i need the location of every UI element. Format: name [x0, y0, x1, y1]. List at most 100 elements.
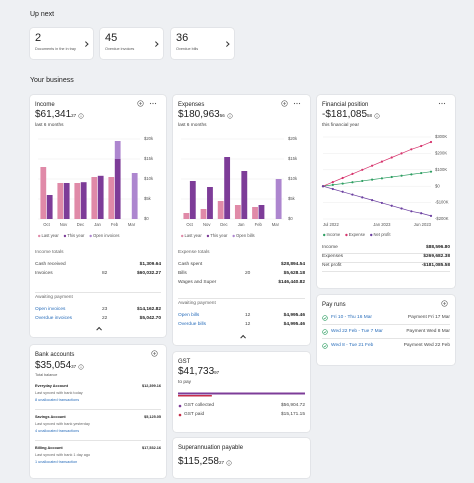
amount-main: $61,341: [35, 109, 72, 120]
pay-run-period[interactable]: Fri 10 - Thu 16 Mar: [331, 315, 372, 320]
point: [341, 182, 344, 185]
row-label[interactable]: Open invoices: [35, 307, 66, 312]
legend-label: Open invoices: [93, 233, 120, 238]
card-title: Expenses: [178, 102, 205, 108]
icon-dot: [441, 102, 443, 105]
separator: [322, 270, 450, 272]
row-label[interactable]: Overdue bills: [178, 322, 206, 327]
expenses-card: Expenses $180,96356 last 6 months $0 $5k $10k…: [173, 95, 310, 345]
value: $28,894.54: [280, 262, 305, 267]
account-sync: Last synced with bank 1 day ago: [35, 453, 91, 457]
y-tick-label: $10k: [144, 176, 154, 181]
row-label[interactable]: Overdue invoices: [35, 316, 73, 321]
gst-bar: [178, 392, 305, 395]
row-count: 23: [102, 307, 108, 312]
value: $14,162.82: [136, 307, 161, 312]
icon-circle: [322, 315, 328, 321]
info-icon[interactable]: [226, 460, 232, 466]
account-balance: $5,125.05: [144, 415, 161, 419]
chevron[interactable]: [224, 41, 230, 47]
row-label: Wages and Super: [178, 280, 217, 285]
icon-circle: [151, 350, 158, 357]
add-button[interactable]: [441, 300, 448, 307]
pay-run-period[interactable]: Wed 8 - Tue 21 Feb: [331, 343, 374, 348]
legend-label: Last year: [42, 233, 60, 238]
more-button[interactable]: [149, 100, 157, 107]
icon-circle: [226, 460, 232, 466]
pay-run-payment: Payment Fri 17 Mar: [407, 315, 450, 320]
legend-swatch: [63, 234, 67, 238]
group-title: Awaiting payment: [35, 295, 73, 300]
point: [351, 181, 354, 184]
amount: $180,96356: [178, 110, 225, 120]
legend-swatch: [38, 234, 41, 238]
legend-swatch: [181, 234, 184, 238]
icon-dot: [298, 102, 301, 105]
row-label: Bills: [178, 271, 187, 276]
account-link[interactable]: 8 unallocated transactions: [35, 398, 80, 402]
add-button[interactable]: [151, 350, 158, 357]
amount-cents: 27: [71, 113, 77, 118]
chevron[interactable]: [153, 41, 159, 47]
add-button[interactable]: [137, 100, 144, 107]
summary-card[interactable]: 45 Overdue invoices: [100, 28, 163, 59]
icon-plus: [283, 102, 286, 105]
info-icon[interactable]: [227, 113, 233, 119]
summary-card[interactable]: 2 Documents in the in tray: [30, 28, 93, 59]
point: [380, 177, 384, 180]
icon-check: [323, 330, 327, 334]
more-button[interactable]: [438, 100, 446, 107]
add-button[interactable]: [281, 100, 288, 107]
point: [351, 172, 354, 175]
point: [361, 196, 364, 199]
amount-cents: 56: [219, 113, 225, 118]
bar: [189, 181, 196, 219]
bar: [275, 179, 282, 219]
point: [331, 187, 334, 191]
info-icon[interactable]: [78, 113, 84, 119]
row-label: Expenses: [322, 254, 344, 259]
point: [351, 193, 354, 196]
chevron[interactable]: [239, 335, 245, 341]
period: this financial year: [322, 123, 360, 128]
legend-swatch: [232, 234, 235, 238]
y-tick-label: $200K: [435, 151, 447, 156]
value: $146,440.82: [278, 280, 305, 285]
summary-label: Overdue invoices: [105, 47, 135, 51]
row-label: Cash received: [35, 262, 66, 267]
point: [410, 210, 413, 213]
chevron[interactable]: [96, 327, 102, 333]
bar: [57, 183, 64, 219]
bar-chart: $0 $5k $10k $15k $20k Oct Nov Dec Jan Feb Mar Last …: [38, 136, 154, 238]
chevron[interactable]: [83, 41, 89, 47]
summary-card[interactable]: 36 Overdue bills: [171, 28, 234, 59]
row-label[interactable]: Open bills: [178, 313, 200, 318]
bar: [234, 205, 241, 219]
y-tick-label: $20k: [144, 136, 154, 141]
legend-label: This year: [67, 233, 85, 238]
x-tick-label: Oct: [186, 222, 193, 227]
y-tick-label: $100K: [435, 167, 447, 172]
bar: [46, 195, 53, 219]
legend-label: Expense: [349, 232, 366, 237]
legend-swatch: [370, 233, 373, 237]
separator: [322, 324, 450, 325]
icon-circle: [78, 113, 84, 119]
row-label: Invoices: [35, 271, 53, 276]
legend-swatch: [178, 404, 182, 408]
icon-plus: [139, 102, 142, 105]
info-icon[interactable]: [78, 364, 84, 370]
legend-swatch: [89, 234, 92, 238]
legend-label: Net profit: [374, 232, 392, 237]
gst-value: $56,904.72: [280, 403, 305, 408]
info-icon[interactable]: [374, 113, 380, 119]
summary-value: 2: [35, 32, 42, 44]
y-tick-label: $300K: [435, 134, 447, 139]
account-link[interactable]: 4 unallocated transactions: [35, 429, 80, 433]
pay-run-period[interactable]: Wed 22 Feb - Tue 7 Mar: [331, 329, 383, 334]
x-tick-label: Feb: [111, 222, 119, 227]
more-button[interactable]: [293, 100, 301, 107]
icon-circle: [137, 100, 144, 107]
legend-label: This year: [210, 233, 228, 238]
account-link[interactable]: 1 unallocated transaction: [35, 460, 78, 464]
